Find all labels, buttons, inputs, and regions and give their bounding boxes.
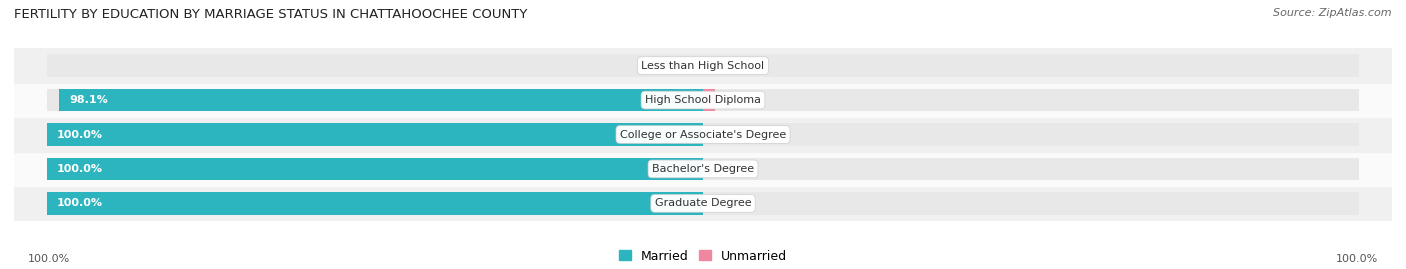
Bar: [46, 192, 703, 215]
Text: 100.0%: 100.0%: [56, 129, 103, 140]
Bar: [703, 123, 1360, 146]
Bar: [703, 158, 1360, 180]
Bar: [46, 123, 703, 146]
Text: 100.0%: 100.0%: [1336, 254, 1378, 264]
Bar: [46, 192, 703, 215]
Text: 100.0%: 100.0%: [56, 164, 103, 174]
Bar: [14, 83, 1392, 117]
Bar: [46, 158, 703, 180]
Bar: [703, 89, 1360, 111]
Text: 1.9%: 1.9%: [723, 95, 751, 105]
Text: 0.0%: 0.0%: [662, 61, 690, 71]
Bar: [14, 48, 1392, 83]
Text: 100.0%: 100.0%: [56, 198, 103, 208]
Text: 100.0%: 100.0%: [28, 254, 70, 264]
Text: College or Associate's Degree: College or Associate's Degree: [620, 129, 786, 140]
Text: Less than High School: Less than High School: [641, 61, 765, 71]
Text: Source: ZipAtlas.com: Source: ZipAtlas.com: [1274, 8, 1392, 18]
Bar: [46, 89, 703, 111]
Legend: Married, Unmarried: Married, Unmarried: [619, 250, 787, 263]
Text: FERTILITY BY EDUCATION BY MARRIAGE STATUS IN CHATTAHOOCHEE COUNTY: FERTILITY BY EDUCATION BY MARRIAGE STATU…: [14, 8, 527, 21]
Text: 0.0%: 0.0%: [716, 164, 744, 174]
Text: 0.0%: 0.0%: [716, 198, 744, 208]
Bar: [703, 192, 1360, 215]
Bar: [14, 152, 1392, 186]
Text: 0.0%: 0.0%: [716, 129, 744, 140]
Text: 98.1%: 98.1%: [69, 95, 108, 105]
Text: High School Diploma: High School Diploma: [645, 95, 761, 105]
Text: Graduate Degree: Graduate Degree: [655, 198, 751, 208]
Text: 0.0%: 0.0%: [716, 61, 744, 71]
Bar: [703, 54, 1360, 77]
Bar: [14, 186, 1392, 221]
Bar: [59, 89, 703, 111]
Text: Bachelor's Degree: Bachelor's Degree: [652, 164, 754, 174]
Bar: [46, 54, 703, 77]
Bar: [46, 158, 703, 180]
Bar: [14, 117, 1392, 152]
Bar: [703, 89, 716, 111]
Bar: [46, 123, 703, 146]
